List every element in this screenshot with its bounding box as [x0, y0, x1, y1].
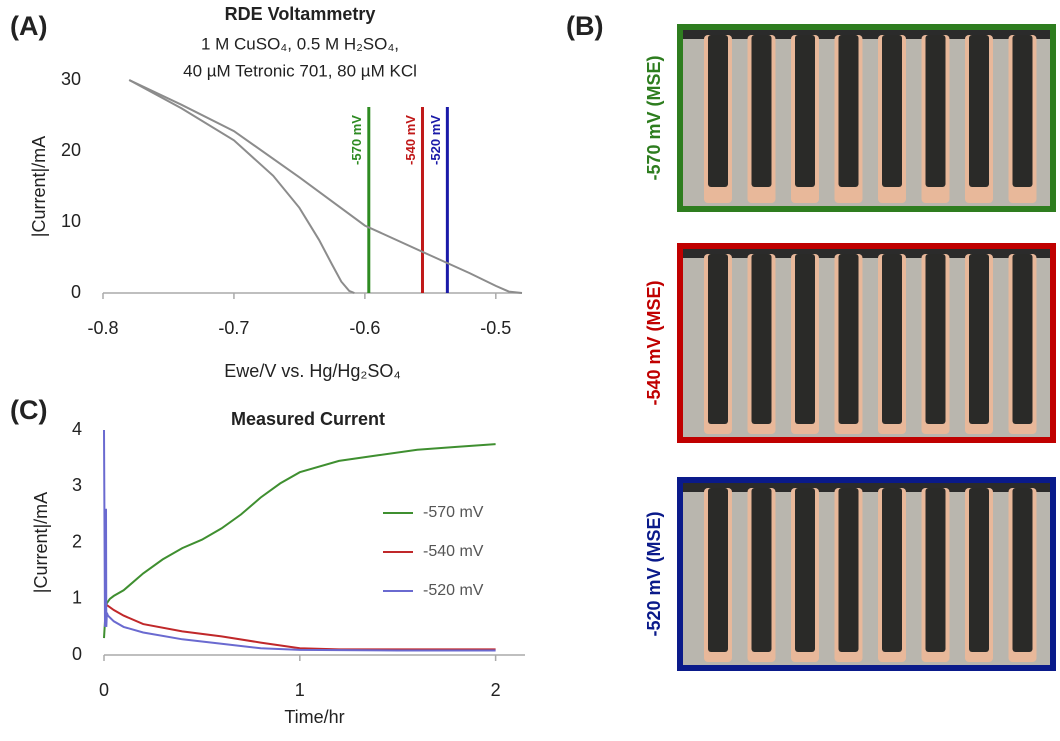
trench-fill: [708, 254, 728, 424]
trench-fill: [1012, 488, 1033, 652]
trench-fill: [882, 35, 902, 187]
legend-label: -520 mV: [423, 582, 484, 599]
trench-fill: [969, 488, 989, 652]
y-axis-label: |Current|/mA: [31, 492, 51, 593]
legend-label: -540 mV: [423, 543, 484, 560]
y-tick-label: 3: [72, 475, 82, 495]
trench-fill: [1012, 254, 1033, 424]
x-tick-label: -0.5: [480, 318, 511, 338]
trench-fill: [838, 254, 859, 424]
y-tick-label: 0: [72, 644, 82, 664]
trench-fill: [751, 35, 772, 187]
y-tick-label: 10: [61, 211, 81, 231]
trench-fill: [925, 488, 946, 652]
trench-fill: [925, 254, 946, 424]
trench-fill: [882, 488, 902, 652]
panel-label: (A): [10, 11, 47, 41]
trench-fill: [838, 35, 859, 187]
micrograph-background: [680, 27, 1053, 209]
marker-label: -570 mV: [349, 115, 364, 165]
x-tick-label: -0.6: [349, 318, 380, 338]
x-tick-label: 0: [99, 680, 109, 700]
y-tick-label: 1: [72, 588, 82, 608]
panel-label: (B): [566, 11, 603, 41]
micrograph-label: -520 mV (MSE): [644, 511, 664, 636]
x-tick-label: 2: [491, 680, 501, 700]
trench-fill: [708, 35, 728, 187]
micrograph-label: -570 mV (MSE): [644, 55, 664, 180]
x-tick-label: 1: [295, 680, 305, 700]
micrograph-label: -540 mV (MSE): [644, 280, 664, 405]
marker-label: -540 mV: [403, 115, 418, 165]
chart-subtitle: 40 µM Tetronic 701, 80 µM KCl: [183, 61, 417, 80]
y-tick-label: 30: [61, 69, 81, 89]
trench-fill: [969, 254, 989, 424]
marker-label: -520 mV: [428, 115, 443, 165]
chart-title: Measured Current: [231, 409, 385, 429]
trench-fill: [751, 254, 772, 424]
micrograph-frame: [677, 24, 1056, 212]
trench-fill: [751, 488, 772, 652]
series-line: [103, 443, 496, 639]
series-line: [105, 603, 496, 651]
y-tick-label: 20: [61, 140, 81, 160]
micrograph-background: [680, 246, 1053, 440]
x-axis-label: Ewe/V vs. Hg/Hg₂SO₄: [224, 361, 400, 381]
trench-fill: [708, 488, 728, 652]
micrograph-frame: [677, 243, 1056, 443]
trench-fill: [925, 35, 946, 187]
series-line: [103, 429, 496, 652]
micrograph: [677, 243, 1056, 443]
y-tick-label: 2: [72, 531, 82, 551]
legend-label: -570 mV: [423, 504, 484, 521]
panel-label: (C): [10, 395, 47, 425]
trench-fill: [1012, 35, 1033, 187]
trench-fill: [838, 488, 859, 652]
y-axis-label: |Current|/mA: [29, 136, 49, 237]
x-axis-label: Time/hr: [284, 707, 344, 727]
series-line: [128, 79, 355, 294]
trench-fill: [969, 35, 989, 187]
x-tick-label: -0.8: [87, 318, 118, 338]
y-tick-label: 4: [72, 419, 82, 439]
micrograph-frame: [677, 477, 1056, 671]
micrograph: [677, 477, 1056, 671]
trench-fill: [795, 488, 815, 652]
x-tick-label: -0.7: [218, 318, 249, 338]
trench-fill: [882, 254, 902, 424]
trench-fill: [795, 35, 815, 187]
micrograph: [677, 24, 1056, 212]
y-tick-label: 0: [71, 282, 81, 302]
micrograph-background: [680, 480, 1053, 668]
chart-title: RDE Voltammetry: [225, 4, 376, 24]
chart-subtitle: 1 M CuSO₄, 0.5 M H₂SO₄,: [201, 34, 399, 53]
trench-fill: [795, 254, 815, 424]
series-line: [128, 79, 523, 294]
